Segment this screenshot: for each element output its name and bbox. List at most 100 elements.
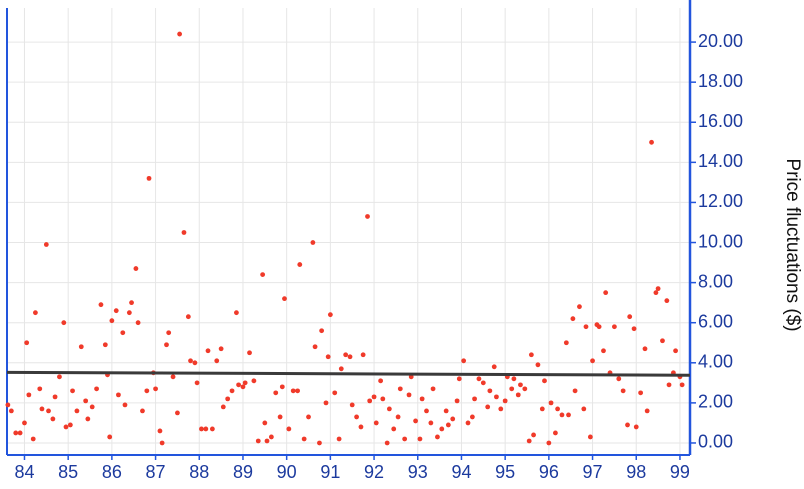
point <box>133 266 139 271</box>
point <box>205 348 211 354</box>
point <box>424 408 429 414</box>
y-tick-label: 10.00 <box>698 231 743 251</box>
point <box>199 426 204 432</box>
x-tick-label: 88 <box>189 462 209 482</box>
point <box>673 348 678 354</box>
point <box>234 310 239 316</box>
point <box>373 420 379 426</box>
x-tick-label: 86 <box>102 462 122 482</box>
point <box>83 398 89 404</box>
x-tick-label: 93 <box>408 462 428 482</box>
point <box>419 396 425 402</box>
point <box>518 382 523 388</box>
point <box>664 298 670 304</box>
point <box>57 374 62 380</box>
point <box>343 352 349 358</box>
point <box>177 31 183 37</box>
point <box>220 404 226 410</box>
point <box>445 422 451 428</box>
point <box>164 342 169 348</box>
point <box>349 402 355 408</box>
x-tick-label: 85 <box>58 462 78 482</box>
point <box>297 262 303 267</box>
point <box>384 440 390 446</box>
point <box>312 344 318 350</box>
point <box>286 426 292 432</box>
y-tick-label: 6.00 <box>698 311 733 331</box>
y-tick-label: 12.00 <box>698 191 743 211</box>
point <box>175 410 180 416</box>
point <box>63 424 69 430</box>
x-tick-label: 95 <box>495 462 515 482</box>
point <box>638 390 644 396</box>
point <box>317 440 322 446</box>
point <box>395 414 401 420</box>
point <box>325 354 331 360</box>
point <box>33 310 38 316</box>
point <box>649 139 654 145</box>
trend-line <box>6 370 691 377</box>
point <box>277 414 283 420</box>
point <box>542 378 547 384</box>
point <box>476 376 482 382</box>
point <box>192 360 198 366</box>
y-axis-label: Price fluctuations ($) <box>782 158 803 331</box>
y-tick-label: 14.00 <box>698 151 743 171</box>
y-tick-label: 16.00 <box>698 111 743 131</box>
y-tick-label: 8.00 <box>698 271 733 291</box>
point <box>135 320 141 326</box>
point <box>242 380 248 386</box>
point <box>469 414 475 420</box>
point <box>98 302 104 308</box>
point <box>129 300 134 306</box>
point <box>236 382 241 388</box>
point <box>566 412 571 418</box>
point <box>116 392 121 398</box>
point <box>17 430 23 436</box>
point <box>181 230 187 235</box>
point <box>559 412 565 418</box>
point <box>306 414 311 420</box>
point <box>531 432 536 438</box>
point <box>428 420 434 426</box>
point <box>498 406 504 412</box>
point <box>157 428 163 434</box>
point <box>43 242 49 247</box>
point <box>546 440 552 446</box>
point <box>511 376 517 382</box>
point <box>666 382 672 388</box>
point <box>113 308 119 314</box>
point <box>548 400 554 406</box>
point <box>310 240 316 245</box>
point <box>94 386 99 392</box>
x-tick-label: 99 <box>670 462 690 482</box>
point <box>268 434 274 440</box>
x-tick-label: 94 <box>451 462 471 482</box>
point <box>170 374 176 380</box>
point <box>472 396 477 402</box>
point <box>439 426 445 432</box>
point <box>633 424 639 430</box>
point <box>487 388 493 394</box>
y-tick-label: 2.00 <box>698 392 733 412</box>
point <box>301 436 307 442</box>
point <box>456 376 462 382</box>
point <box>120 330 126 336</box>
point <box>397 386 403 392</box>
point <box>247 350 252 356</box>
point <box>214 358 220 364</box>
x-tick-label: 91 <box>320 462 340 482</box>
point <box>354 414 359 420</box>
point <box>260 272 266 277</box>
point <box>290 388 296 394</box>
point <box>13 430 19 436</box>
point <box>61 320 67 326</box>
point <box>480 380 486 386</box>
point <box>365 214 370 219</box>
point <box>323 400 329 406</box>
point <box>465 420 471 426</box>
point <box>620 388 626 394</box>
y-tick-label: 18.00 <box>698 71 743 91</box>
point <box>89 404 95 410</box>
